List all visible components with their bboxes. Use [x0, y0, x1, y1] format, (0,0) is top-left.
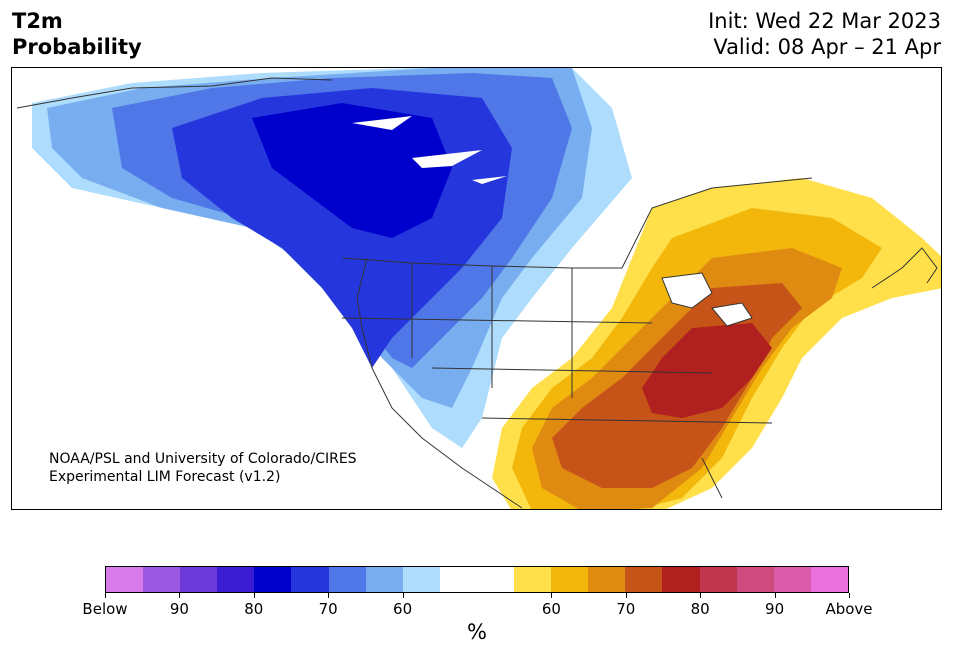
colorbar-tick-mark	[402, 593, 404, 598]
colorbar-segment	[402, 567, 440, 592]
colorbar-segment	[143, 567, 181, 592]
forecast-dates: Init: Wed 22 Mar 2023 Valid: 08 Apr – 21…	[708, 8, 941, 60]
colorbar-tick-label: 70	[616, 600, 636, 618]
above-normal-red	[642, 323, 772, 418]
colorbar-tick-label: 60	[393, 600, 413, 618]
colorbar-segment	[106, 567, 144, 592]
colorbar-tick-label: 80	[690, 600, 710, 618]
colorbar-tick-label: Above	[825, 600, 873, 618]
colorbar-segment	[180, 567, 218, 592]
colorbar-tick-mark	[774, 593, 776, 598]
colorbar-segment	[551, 567, 589, 592]
below-normal-blue-85	[252, 103, 452, 238]
colorbar-tick-label: 90	[765, 600, 785, 618]
colorbar-segment	[514, 567, 552, 592]
northern-lakes	[352, 116, 507, 184]
valid-range: Valid: 08 Apr – 21 Apr	[713, 35, 941, 59]
colorbar-segment	[773, 567, 811, 592]
colorbar-segment	[699, 567, 737, 592]
colorbar-tick-mark	[328, 593, 330, 598]
great-lakes	[661, 272, 753, 327]
colorbar-segment	[365, 567, 403, 592]
colorbar-segment	[254, 567, 292, 592]
colorbar-segment	[217, 567, 255, 592]
forecast-credit: NOAA/PSL and University of Colorado/CIRE…	[49, 450, 357, 486]
credit-line-2: Experimental LIM Forecast (v1.2)	[49, 469, 281, 485]
colorbar-tick-mark	[849, 593, 850, 598]
title-metric: Probability	[12, 35, 142, 59]
colorbar-segment	[810, 567, 848, 592]
init-date: Init: Wed 22 Mar 2023	[708, 9, 941, 33]
colorbar-tick-mark	[179, 593, 181, 598]
colorbar-tick-label: 70	[318, 600, 338, 618]
colorbar-tick-label: 90	[169, 600, 189, 618]
colorbar-segment	[291, 567, 329, 592]
colorbar-segment	[736, 567, 774, 592]
colorbar-segment	[328, 567, 366, 592]
colorbar-segment	[476, 567, 515, 592]
colorbar-tick-mark	[253, 593, 255, 598]
colorbar-tick-mark	[105, 593, 106, 598]
colorbar-segment	[662, 567, 700, 592]
colorbar-segment	[588, 567, 626, 592]
probability-map: NOAA/PSL and University of Colorado/CIRE…	[11, 67, 942, 510]
political-boundaries	[16, 77, 938, 509]
map-canvas	[16, 68, 941, 509]
colorbar-tick-mark	[625, 593, 627, 598]
title-variable: T2m	[12, 9, 63, 33]
colorbar-tick-label: 80	[244, 600, 264, 618]
probability-colorbar	[105, 566, 849, 593]
map-title: T2m Probability	[12, 8, 142, 60]
colorbar-tick-label: Below	[82, 600, 128, 618]
colorbar-tick-mark	[551, 593, 553, 598]
colorbar-unit: %	[467, 620, 487, 644]
colorbar-segment	[439, 567, 477, 592]
credit-line-1: NOAA/PSL and University of Colorado/CIRE…	[49, 451, 357, 467]
colorbar-segment	[625, 567, 663, 592]
colorbar-tick-label: 60	[541, 600, 561, 618]
colorbar-tick-mark	[700, 593, 702, 598]
